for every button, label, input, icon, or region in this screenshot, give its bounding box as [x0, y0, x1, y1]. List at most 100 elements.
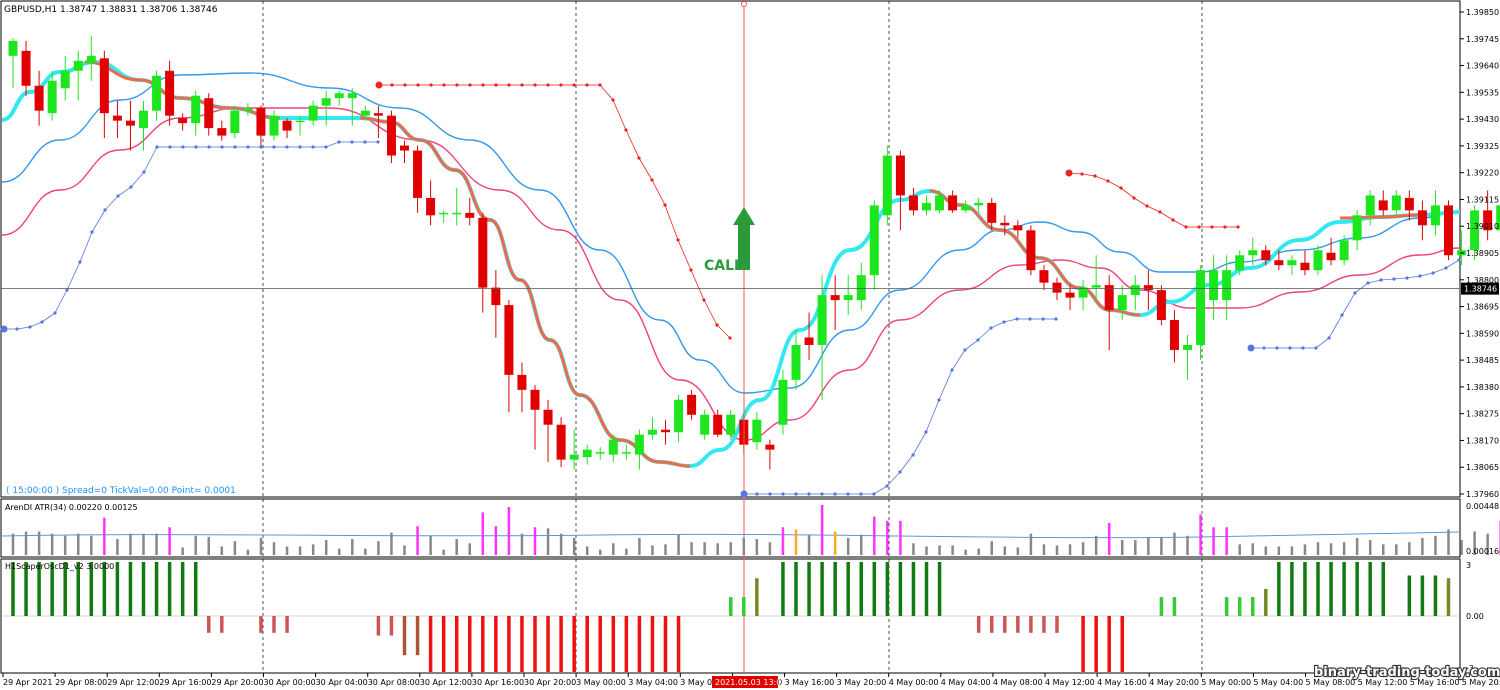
sar-connector	[677, 239, 692, 271]
time-tick-label: 4 May 20:00	[1149, 678, 1199, 687]
candle-body	[491, 287, 501, 306]
trail-connector	[886, 471, 901, 487]
time-tick-label: 30 Apr 20:00	[524, 678, 576, 687]
candle-body	[1183, 344, 1192, 350]
call-arrow-icon	[733, 207, 755, 270]
candle-body	[243, 108, 253, 111]
candle-body	[647, 429, 657, 435]
candle-body	[778, 379, 788, 425]
candle-body	[948, 195, 958, 211]
status-line: ( 15:00:00 ) Spread=0 TickVal=0.00 Point…	[6, 486, 236, 496]
candle-body	[1352, 215, 1362, 241]
candle-body	[178, 118, 188, 124]
price-tick-label: 1.38590	[1466, 329, 1499, 338]
candle-body	[1013, 225, 1023, 231]
price-tick-label: 1.38800	[1466, 276, 1499, 285]
trail-connector	[16, 326, 31, 330]
candle-body	[974, 202, 984, 206]
sar-connector	[1159, 211, 1174, 221]
candle-body	[191, 95, 201, 124]
candle-body	[112, 115, 122, 121]
candle-body	[634, 434, 644, 455]
price-tick-label: 1.37960	[1466, 490, 1499, 499]
sar-connector	[651, 179, 666, 206]
atr-top-label: 0.00448	[1466, 502, 1499, 511]
candle-body	[569, 454, 579, 460]
candle-body	[869, 205, 879, 276]
candle-body	[1430, 205, 1440, 226]
candle-body	[1365, 195, 1375, 216]
candle-body	[1143, 285, 1153, 291]
sar-connector	[1094, 175, 1109, 182]
trail-connector	[104, 195, 119, 211]
atr-panel[interactable]	[0, 498, 1461, 558]
time-tick-label: 5 May 12:00	[1358, 678, 1408, 687]
price-tick-label: 1.38905	[1466, 249, 1499, 258]
main-price-panel[interactable]	[0, 0, 1461, 498]
candle-body	[1000, 222, 1010, 226]
candle-body	[1156, 290, 1166, 321]
candle-body	[1339, 240, 1349, 261]
sar-connector	[1068, 172, 1083, 175]
candle-body	[321, 98, 331, 106]
time-tick-label: 3 May 00:00	[576, 678, 626, 687]
sar-connector	[625, 129, 640, 159]
candle-body	[139, 110, 148, 129]
osc-top-label: 3	[1466, 561, 1471, 570]
time-tick-label: 5 May 20:00	[1462, 678, 1500, 687]
time-tick-label: 30 Apr 08:00	[368, 678, 420, 687]
candle-body	[1470, 210, 1480, 251]
candle-body	[426, 197, 436, 216]
trail-connector	[1445, 259, 1460, 269]
time-tick-label: 4 May 12:00	[1045, 678, 1095, 687]
signal-markers	[0, 1, 1461, 673]
atr-label: ArenDI ATR(34) 0.00220 0.00125	[5, 503, 138, 512]
price-tick-label: 1.39745	[1466, 35, 1499, 44]
candle-body	[817, 295, 827, 345]
trail-connector	[938, 369, 953, 401]
sar-connector	[1107, 180, 1122, 189]
time-tick-label: 29 Apr 20:00	[211, 678, 263, 687]
candle-body	[465, 212, 475, 218]
trail-connector	[1393, 277, 1408, 280]
candle-body	[1052, 282, 1062, 293]
candle-body	[373, 113, 383, 116]
candle-body	[843, 295, 853, 301]
trail-connector	[29, 321, 43, 328]
candle-body	[1274, 260, 1284, 266]
atr-line	[1, 531, 1461, 539]
price-tick-label: 1.39010	[1466, 222, 1499, 231]
candles	[8, 35, 1500, 470]
candle-body	[608, 439, 618, 455]
trail-connector	[1328, 314, 1343, 339]
trail-connector	[1354, 282, 1369, 294]
trail-dot	[376, 140, 380, 144]
candle-body	[256, 108, 266, 136]
candle-body	[1378, 200, 1388, 211]
candle-body	[621, 452, 631, 454]
candle-body	[804, 337, 814, 345]
trail-connector	[66, 261, 81, 291]
time-tick-label: 5 May 00:00	[1201, 678, 1251, 687]
price-tick-label: 1.38695	[1466, 303, 1499, 312]
price-tick-label: 1.39430	[1466, 115, 1499, 124]
candle-body	[125, 120, 135, 126]
trail-dot	[1457, 258, 1461, 262]
sar-connector	[612, 99, 627, 131]
atr-histogram	[1, 505, 1500, 555]
candle-body	[413, 150, 423, 198]
sar-dot	[1236, 225, 1240, 229]
price-tick-label: 1.38380	[1466, 383, 1499, 392]
time-highlight-box	[712, 676, 778, 688]
sar-connector	[690, 269, 705, 301]
price-tick-label: 1.38065	[1466, 463, 1499, 472]
candle-body	[1196, 270, 1206, 345]
candle-body	[60, 70, 70, 89]
trail-connector	[143, 146, 158, 173]
trail-connector	[912, 431, 927, 456]
candle-body	[34, 85, 44, 111]
time-tick-label: 5 May 04:00	[1253, 678, 1303, 687]
trail-connector	[325, 141, 340, 148]
candle-body	[582, 449, 592, 458]
